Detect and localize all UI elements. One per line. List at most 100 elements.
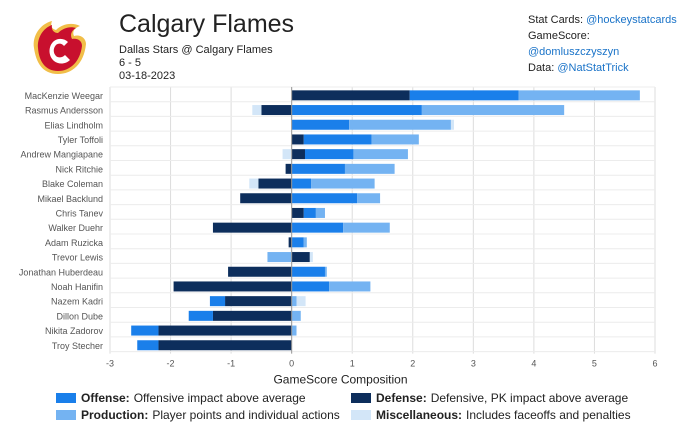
bar-offense	[291, 163, 345, 174]
credit-stat-cards: Stat Cards: @hockeystatcards	[528, 14, 677, 26]
bar-production	[343, 222, 390, 233]
x-tick-label: 5	[592, 359, 597, 369]
bar-offense	[304, 149, 354, 160]
logo-flame	[37, 25, 82, 71]
bar-misc	[296, 296, 306, 307]
bar-defense	[291, 207, 304, 218]
credit-link-hockeystatcards[interactable]: @hockeystatcards	[586, 14, 677, 26]
x-tick-label: 0	[289, 359, 294, 369]
y-tick-label: Walker Duehr	[48, 223, 103, 233]
bar-misc	[249, 178, 259, 189]
bar-production	[291, 296, 297, 307]
y-tick-label: Nick Ritchie	[55, 164, 103, 174]
x-tick-label: 6	[652, 359, 657, 369]
y-tick-label: Noah Hanifin	[51, 282, 103, 292]
bar-defense	[158, 340, 292, 351]
y-tick-label: Nazem Kadri	[51, 297, 103, 307]
x-axis-label: GameScore Composition	[273, 373, 407, 387]
bar-misc	[309, 252, 313, 263]
legend-misc-swatch	[351, 410, 371, 420]
bar-defense	[212, 222, 292, 233]
bar-defense	[291, 134, 304, 145]
bar-production	[349, 119, 451, 130]
bar-production	[311, 178, 375, 189]
bar-defense	[240, 193, 292, 204]
bar-production	[344, 163, 395, 174]
bar-offense	[291, 178, 312, 189]
credit-link-domluszczyszyn[interactable]: @domluszczyszyn	[528, 46, 620, 58]
bar-production	[324, 266, 327, 277]
bar-defense	[228, 266, 292, 277]
y-tick-label: Tyler Toffoli	[58, 135, 103, 145]
bar-defense	[212, 310, 292, 321]
bar-offense	[291, 119, 350, 130]
bar-offense	[291, 281, 330, 292]
legend-defense-swatch	[351, 393, 371, 403]
bar-offense	[291, 105, 422, 116]
credits: Stat Cards: @hockeystatcards GameScore: …	[528, 12, 680, 76]
y-tick-label: Chris Tanev	[56, 208, 104, 218]
bar-production	[329, 281, 371, 292]
bar-defense	[258, 178, 292, 189]
y-tick-label: Elias Lindholm	[44, 120, 103, 130]
bar-production	[291, 310, 301, 321]
bar-offense	[303, 134, 372, 145]
bar-defense	[158, 325, 292, 336]
y-tick-label: Blake Coleman	[42, 179, 103, 189]
bar-production	[291, 325, 297, 336]
bar-production	[303, 237, 307, 248]
x-tick-label: -3	[106, 359, 114, 369]
bar-production	[371, 134, 419, 145]
bar-misc	[252, 105, 262, 116]
bar-production	[357, 193, 381, 204]
bar-production	[353, 149, 408, 160]
x-tick-label: 4	[531, 359, 536, 369]
flames-logo-icon	[33, 21, 86, 74]
bar-offense	[291, 222, 344, 233]
x-tick-label: -2	[167, 359, 175, 369]
y-tick-label: Rasmus Andersson	[25, 106, 103, 116]
bar-misc	[282, 149, 292, 160]
bar-offense	[131, 325, 159, 336]
y-tick-label: Nikita Zadorov	[45, 326, 104, 336]
matchup: Dallas Stars @ Calgary Flames	[119, 44, 273, 56]
x-tick-label: 3	[471, 359, 476, 369]
bar-offense	[303, 207, 316, 218]
x-tick-label: -1	[227, 359, 235, 369]
bar-production	[518, 90, 640, 101]
legend-misc: Miscellaneous: Includes faceoffs and pena…	[351, 408, 631, 422]
bar-offense	[188, 310, 213, 321]
legend-defense: Defense: Defensive, PK impact above avera…	[351, 391, 628, 405]
bar-offense	[291, 237, 304, 248]
y-tick-label: Andrew Mangiapane	[20, 150, 103, 160]
bar-offense	[409, 90, 519, 101]
y-tick-label: Mikael Backlund	[37, 194, 103, 204]
y-tick-label: Dillon Dube	[56, 311, 103, 321]
legend-production: Production: Player points and individual …	[56, 408, 340, 422]
credit-data: Data: @NatStatTrick	[528, 62, 629, 74]
credit-gamescore: GameScore: @domluszczyszyn	[528, 30, 620, 58]
legend-production-swatch	[56, 410, 76, 420]
bar-offense	[291, 266, 325, 277]
x-tick-label: 2	[410, 359, 415, 369]
bar-production	[315, 207, 325, 218]
bar-production	[267, 252, 292, 263]
y-tick-label: Adam Ruzicka	[45, 238, 103, 248]
page-title: Calgary Flames	[119, 10, 295, 38]
credit-link-natstattrick[interactable]: @NatStatTrick	[557, 62, 629, 74]
y-tick-label: Jonathan Huberdeau	[19, 267, 103, 277]
bar-defense	[291, 90, 410, 101]
legend-offense-swatch	[56, 393, 76, 403]
y-tick-label: MacKenzie Weegar	[25, 91, 103, 101]
bar-defense	[291, 252, 310, 263]
bar-defense	[285, 163, 292, 174]
bar-defense	[261, 105, 292, 116]
y-tick-label: Troy Stecher	[52, 341, 103, 351]
legend-offense: Offense: Offensive impact above average	[56, 391, 306, 405]
bar-defense	[291, 149, 305, 160]
bar-defense	[288, 237, 292, 248]
bar-defense	[225, 296, 292, 307]
bar-offense	[137, 340, 159, 351]
bar-misc	[450, 119, 454, 130]
